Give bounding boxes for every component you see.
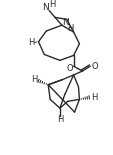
Text: N: N (42, 3, 48, 12)
Text: H: H (90, 93, 96, 102)
Text: H: H (67, 24, 73, 33)
Text: O: O (66, 64, 72, 73)
Text: H: H (48, 0, 55, 9)
Text: N: N (62, 18, 69, 27)
Text: H: H (56, 115, 63, 124)
Text: O: O (91, 62, 98, 71)
Text: H: H (31, 75, 37, 84)
Text: H: H (28, 38, 34, 47)
